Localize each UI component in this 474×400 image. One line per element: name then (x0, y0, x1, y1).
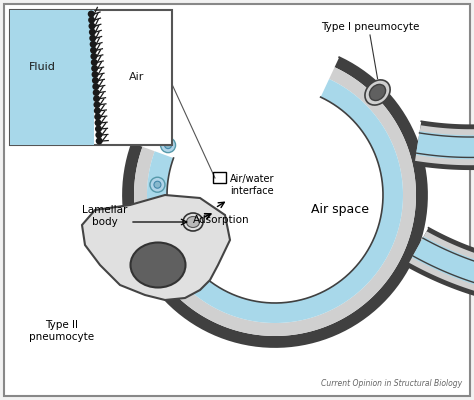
Polygon shape (415, 112, 474, 165)
Circle shape (89, 29, 96, 36)
Ellipse shape (154, 218, 169, 233)
Polygon shape (416, 118, 474, 159)
Circle shape (93, 101, 100, 108)
Ellipse shape (186, 216, 200, 228)
Ellipse shape (167, 250, 182, 265)
Circle shape (91, 65, 98, 72)
Circle shape (89, 22, 95, 30)
Bar (10, 10, 94, 145)
Text: Fluid: Fluid (28, 62, 55, 72)
Ellipse shape (157, 222, 164, 229)
Text: Adsorption: Adsorption (193, 215, 250, 225)
Circle shape (90, 41, 97, 48)
Polygon shape (409, 231, 474, 306)
Ellipse shape (154, 181, 161, 188)
Circle shape (90, 47, 97, 54)
Text: Air: Air (129, 72, 145, 82)
Text: Current Opinion in Structural Biology: Current Opinion in Structural Biology (321, 379, 462, 388)
Circle shape (96, 138, 103, 144)
Circle shape (92, 83, 100, 90)
Bar (213, 172, 226, 183)
Circle shape (95, 119, 101, 126)
Ellipse shape (164, 142, 172, 149)
Text: Type II
pneumocyte: Type II pneumocyte (29, 320, 94, 342)
Circle shape (89, 35, 96, 42)
Circle shape (88, 10, 95, 18)
Text: Air/water
interface: Air/water interface (230, 174, 274, 196)
Ellipse shape (130, 242, 185, 288)
Circle shape (91, 71, 99, 78)
Polygon shape (407, 228, 474, 310)
Ellipse shape (369, 84, 385, 100)
Polygon shape (123, 57, 427, 347)
Bar (10, 10, 172, 145)
Ellipse shape (161, 138, 175, 153)
Polygon shape (412, 236, 474, 300)
Text: Air space: Air space (311, 204, 369, 216)
Circle shape (95, 126, 102, 132)
Circle shape (92, 77, 99, 84)
Circle shape (94, 107, 101, 114)
Text: Lamellar
body: Lamellar body (82, 205, 128, 226)
Polygon shape (147, 79, 403, 323)
Text: Type I pneumocyte: Type I pneumocyte (321, 22, 419, 32)
Circle shape (91, 59, 98, 66)
Ellipse shape (172, 254, 178, 261)
Polygon shape (82, 195, 230, 300)
Ellipse shape (365, 80, 390, 105)
Circle shape (93, 95, 100, 102)
Circle shape (95, 132, 102, 138)
Circle shape (88, 16, 95, 24)
Circle shape (94, 113, 101, 120)
Ellipse shape (150, 177, 165, 192)
Polygon shape (414, 108, 474, 169)
Polygon shape (134, 67, 416, 336)
Circle shape (91, 53, 97, 60)
Circle shape (93, 89, 100, 96)
